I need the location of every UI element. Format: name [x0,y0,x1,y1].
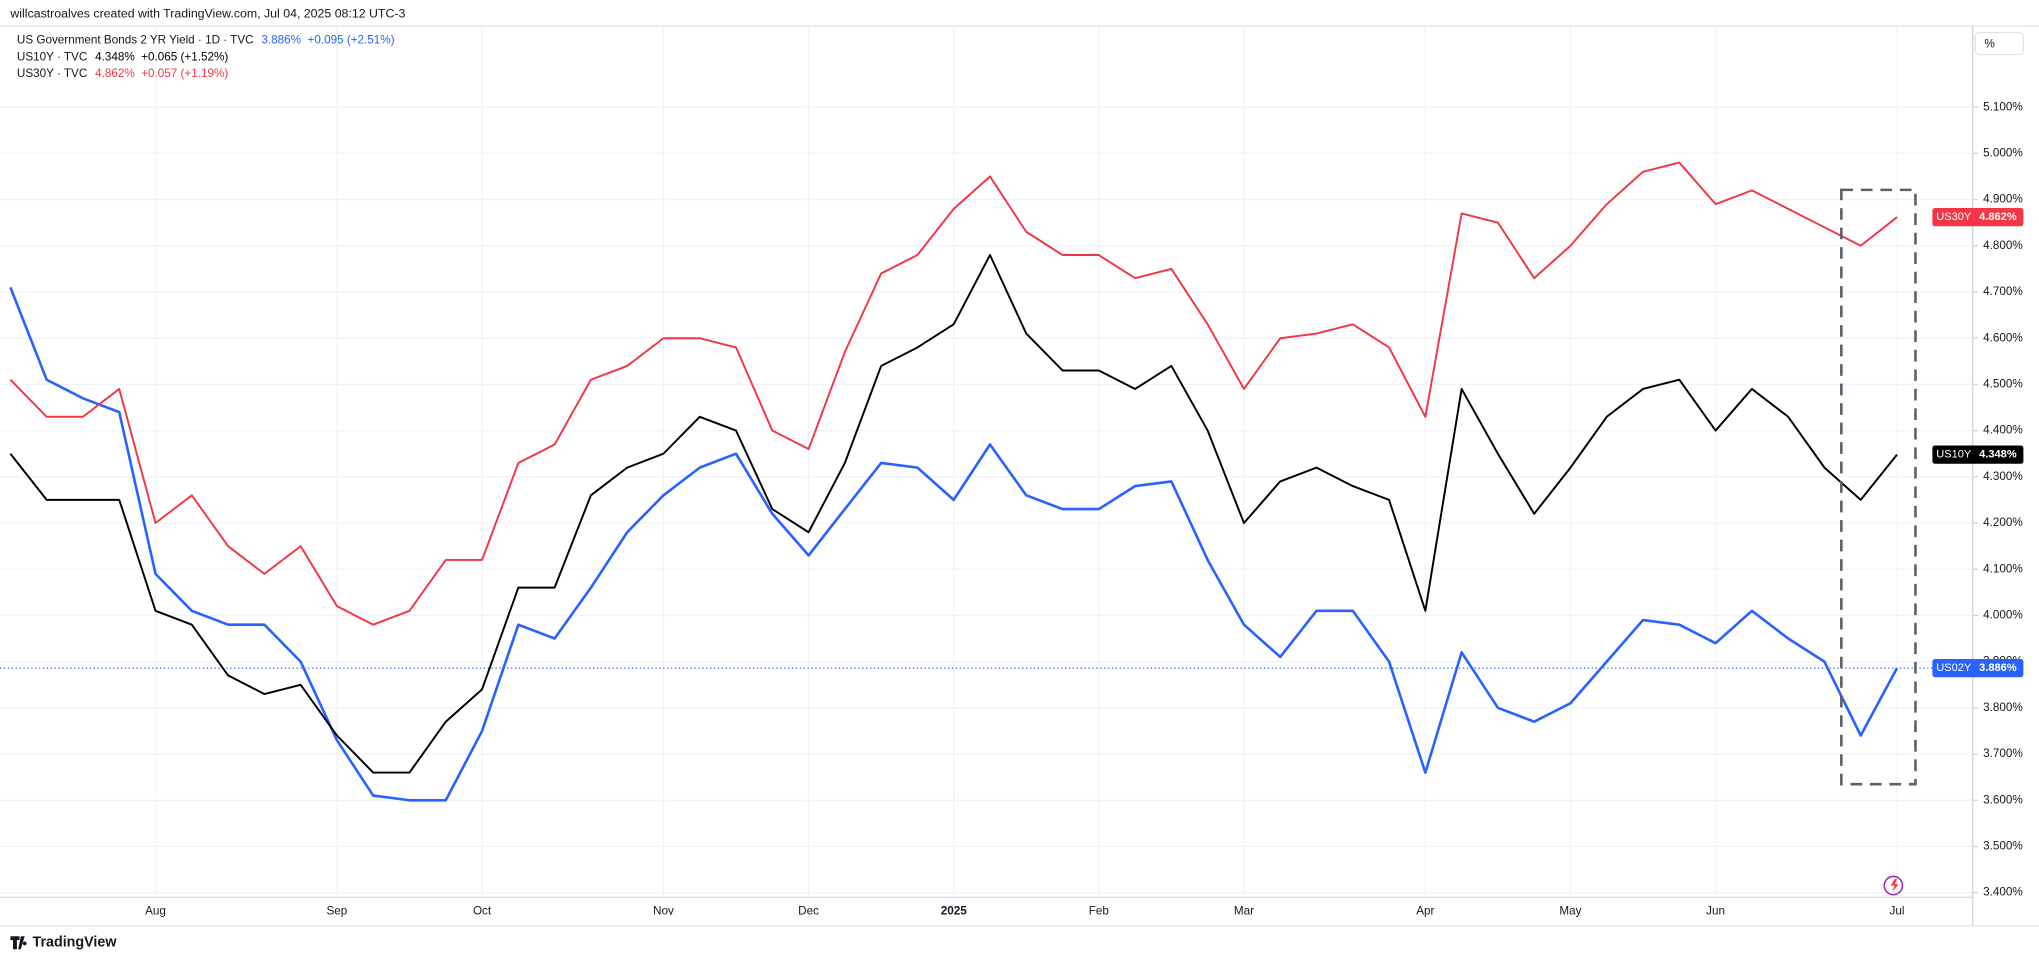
series-badge [1932,445,2024,464]
y-tick-label: 5.000% [1983,146,2023,159]
legend-value: 4.862% [95,67,135,80]
series-badge-value: 4.348% [1979,449,2017,461]
y-tick-label: 4.200% [1983,516,2023,529]
legend-change: +0.057 (+1.19%) [141,67,228,80]
header: willcastroalves created with TradingView… [9,7,405,21]
y-tick-label: 4.600% [1983,331,2023,344]
x-tick-label: Aug [145,905,166,918]
event-icon[interactable] [1883,875,1904,896]
y-unit: % [1984,37,1994,50]
y-tick-label: 4.800% [1983,239,2023,252]
series-badge-name: US30Y [1936,211,1972,223]
legend-value: 4.348% [95,50,135,63]
logo [10,936,27,950]
y-tick-label: 4.700% [1983,285,2023,298]
series-badge [1932,208,2024,227]
legend-change: +0.095 (+2.51%) [308,33,395,46]
y-tick-label: 3.600% [1983,793,2023,806]
y-tick-label: 4.000% [1983,609,2023,622]
y-tick-label: 5.100% [1983,100,2023,113]
series-badge-value: 3.886% [1979,662,2017,674]
x-tick-label: 2025 [941,905,968,918]
series-badge-name: US02Y [1936,662,1972,674]
footer-brand: TradingView [33,935,118,951]
y-tick-label: 3.500% [1983,840,2023,853]
y-tick-label: 3.800% [1983,701,2023,714]
x-tick-label: Jul [1890,905,1905,918]
series-line [9,161,1898,626]
legend-title: US10Y · TVC [17,50,87,63]
y-tick-label: 4.100% [1983,562,2023,575]
y-tick-label: 4.900% [1983,193,2023,206]
y-tick-label: 3.400% [1983,886,2023,899]
series-line [9,286,1899,802]
grid [0,26,1973,898]
series-badge-value: 4.862% [1979,211,2017,223]
x-tick-label: Apr [1416,905,1434,918]
legend-change: +0.065 (+1.52%) [141,50,228,63]
x-tick-label: Dec [798,905,819,918]
legend-title: US30Y · TVC [17,67,87,80]
logo-mark [10,936,27,950]
series-badge [1932,658,2024,678]
y-tick-label: 3.700% [1983,747,2023,760]
event-icon-bolt [1890,879,1899,893]
annotation-box [1840,188,1917,786]
x-tick-label: Oct [473,905,492,918]
series-line [9,254,1898,774]
legend-value: 3.886% [261,33,301,46]
x-tick-label: Sep [327,905,348,918]
series-badge-name: US10Y [1936,449,1972,461]
x-tick-label: Jun [1706,905,1725,918]
x-tick-label: Nov [653,905,674,918]
x-tick-label: Feb [1089,905,1110,918]
x-tick-label: Mar [1234,905,1254,918]
y-tick-label: 4.500% [1983,377,2023,390]
plot [0,161,1973,802]
legend-title: US Government Bonds 2 YR Yield · 1D · TV… [17,33,254,46]
unit-box [1974,31,2025,56]
x-tick-label: May [1559,905,1581,918]
y-tick-label: 4.300% [1983,470,2023,483]
y-tick-label: 4.400% [1983,424,2023,437]
